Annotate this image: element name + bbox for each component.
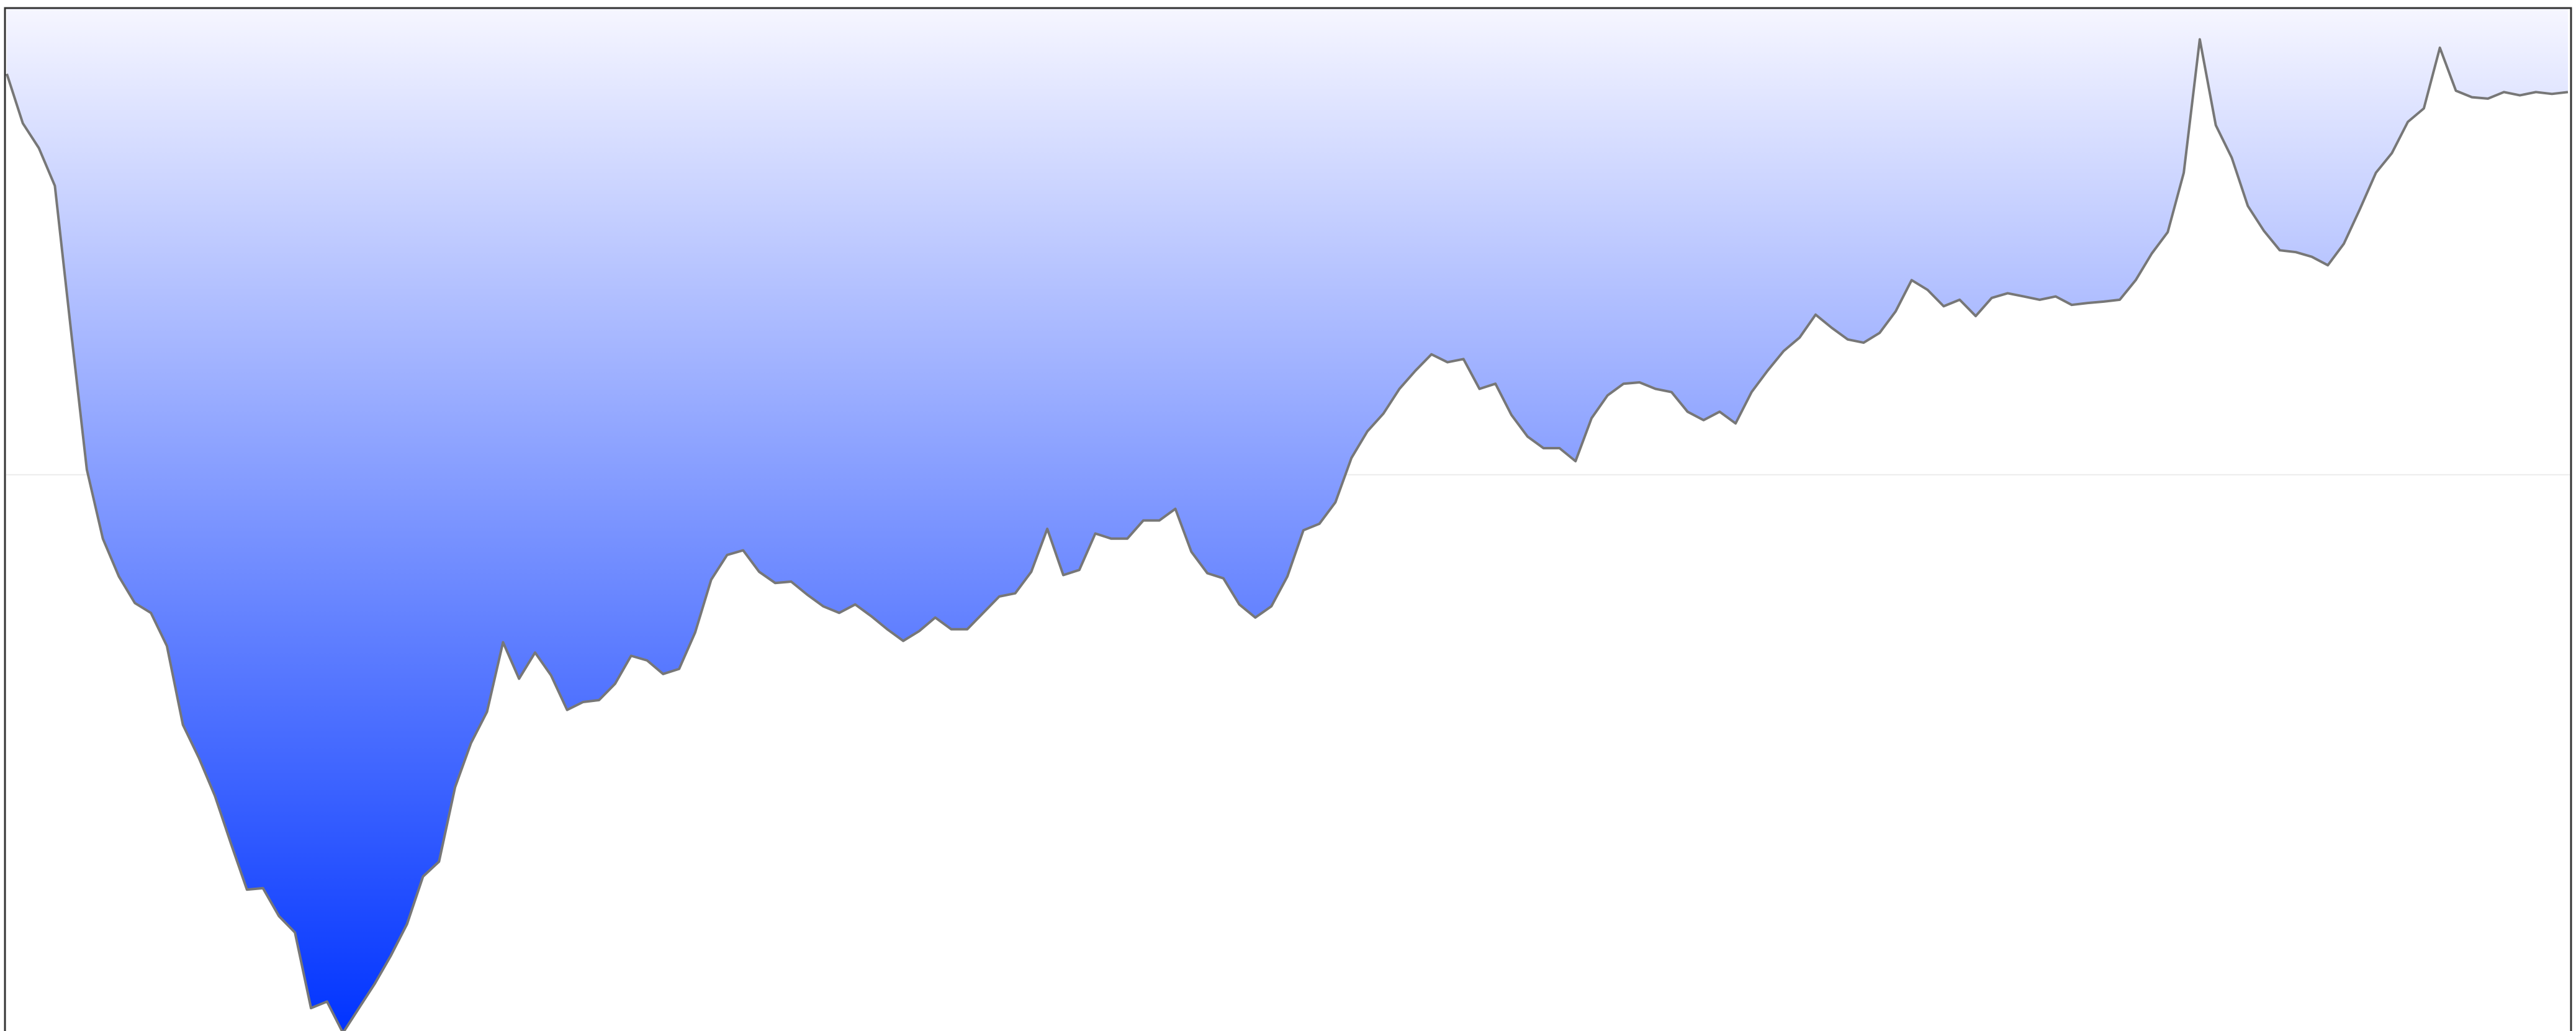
line [6,38,2569,1031]
plot-frame [4,7,2572,1031]
area [7,8,2568,1031]
